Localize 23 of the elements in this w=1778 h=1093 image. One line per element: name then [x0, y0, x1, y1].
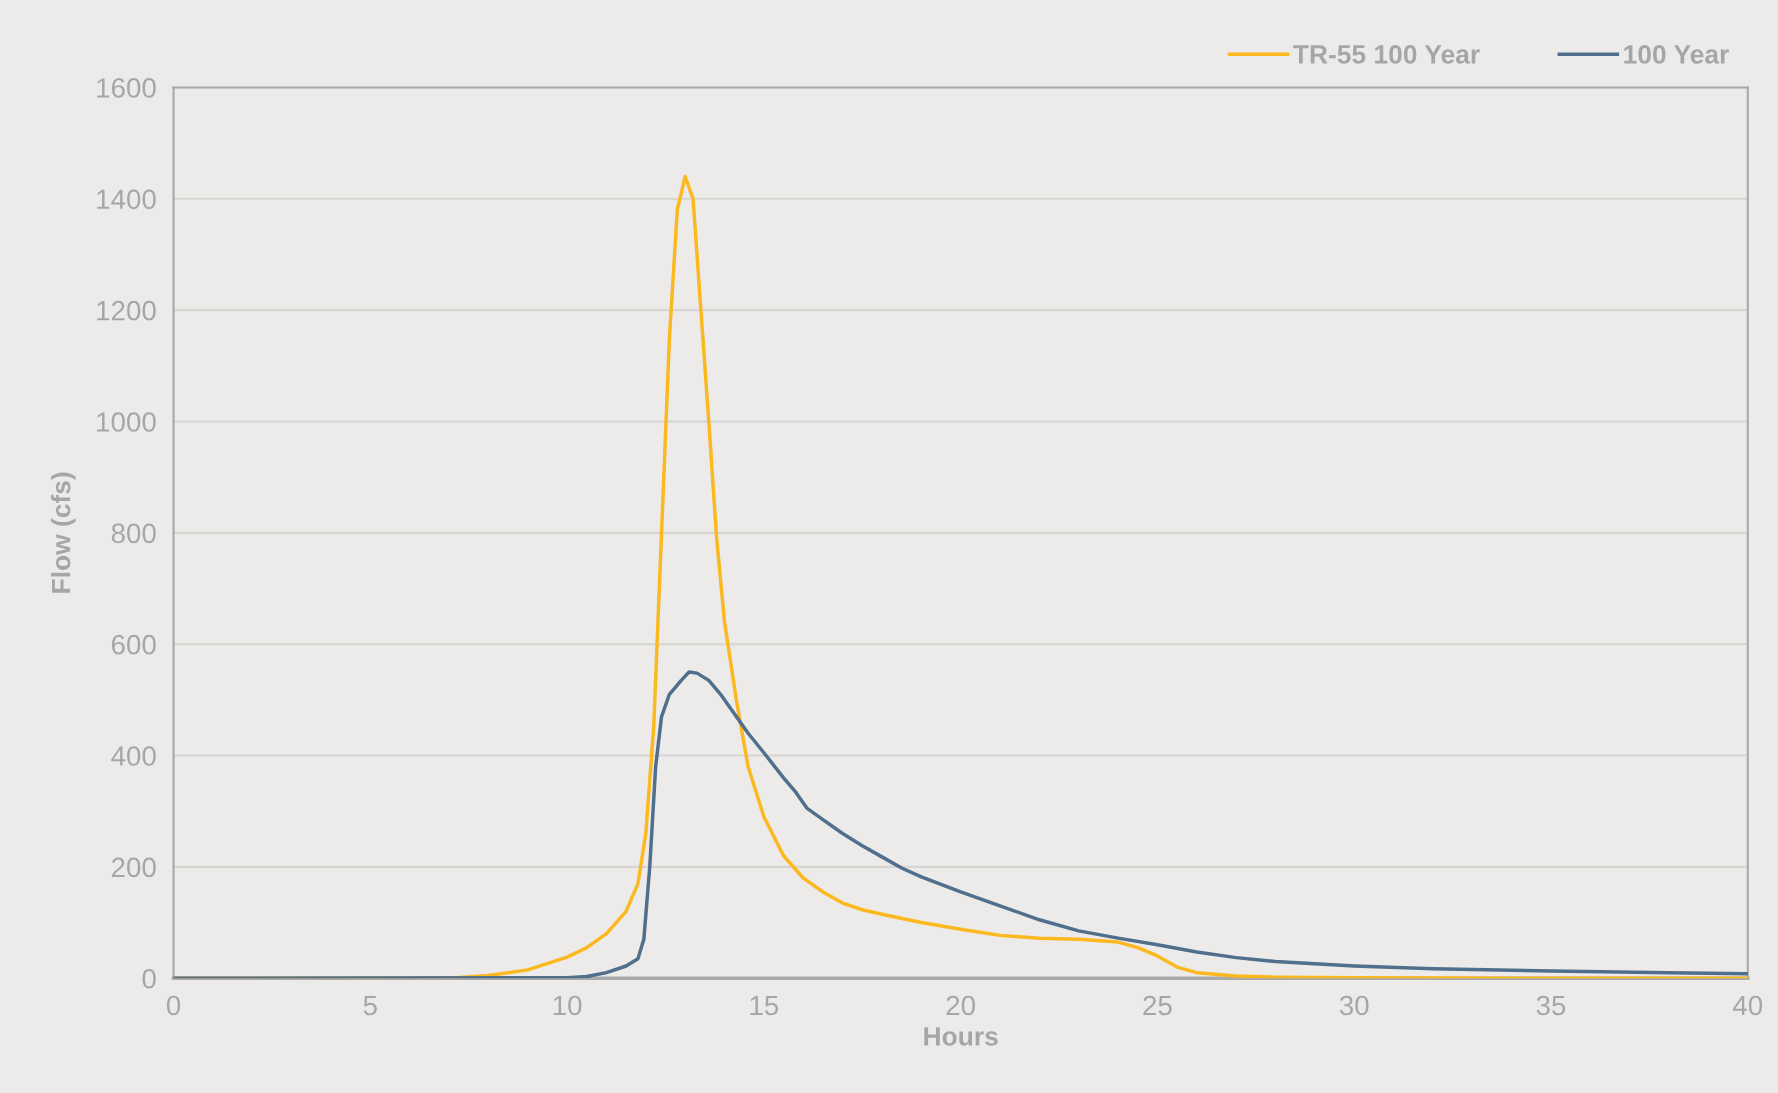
y-tick-label: 800: [111, 523, 156, 544]
legend-label: TR-55 100 Year: [1293, 45, 1480, 64]
y-tick-label: 1200: [97, 300, 156, 321]
x-tick-label: 30: [1339, 995, 1369, 1016]
y-tick-label: 1400: [97, 189, 156, 210]
y-tick-label: 200: [111, 857, 156, 878]
line-series: [173, 670, 1748, 979]
legend-label: 100 Year: [1624, 45, 1729, 64]
y-tick-label: 400: [111, 746, 156, 766]
x-axis-title: Hours: [924, 1027, 998, 1046]
x-tick-label: 15: [750, 995, 779, 1016]
x-tick-label: 10: [553, 995, 582, 1016]
x-tick-label: 5: [363, 995, 377, 1016]
x-tick-label: 0: [166, 995, 181, 1016]
y-tick-label: 1000: [97, 412, 156, 432]
x-tick-label: 25: [1143, 995, 1172, 1016]
y-tick-label: 1600: [97, 78, 156, 98]
y-axis-title: Flow (cfs): [51, 472, 76, 593]
y-tick-label: 600: [111, 634, 156, 655]
y-tick-label: 0: [142, 968, 156, 989]
x-tick-label: 40: [1732, 995, 1763, 1016]
x-tick-label: 20: [946, 995, 976, 1016]
x-tick-label: 35: [1536, 995, 1566, 1016]
